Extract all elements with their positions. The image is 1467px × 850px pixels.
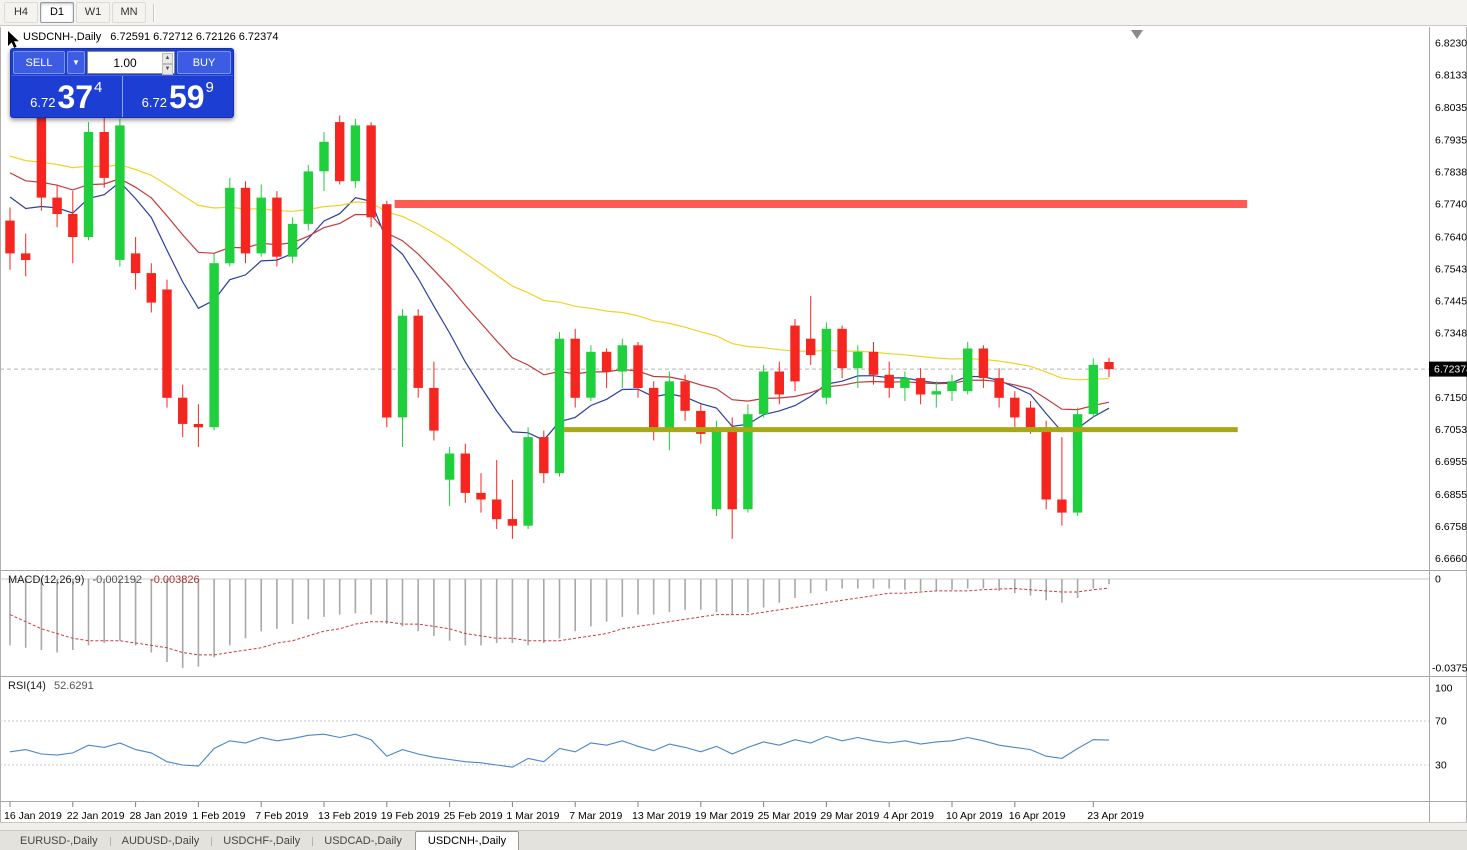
buy-price-pip: 9 [205,79,214,96]
svg-text:6.81330: 6.81330 [1435,70,1467,82]
buy-price-main: 59 [168,78,205,115]
macd-label: MACD(12,26,9) -0.002192 -0.003826 [8,574,200,586]
chevron-down-icon: ▼ [72,58,80,67]
timeframe-toolbar: H4 D1 W1 MN [0,0,1467,26]
chart-header: USDCNH-,Daily 6.72591 6.72712 6.72126 6.… [23,31,279,43]
svg-text:1 Mar 2019: 1 Mar 2019 [506,810,559,822]
timeframe-button-mn[interactable]: MN [112,2,146,23]
volume-input[interactable] [88,52,174,73]
buy-price-button[interactable]: 6.72 59 9 [123,76,234,117]
chart-symbol-label: USDCNH-,Daily [23,31,102,43]
svg-text:6.66605: 6.66605 [1435,553,1467,565]
rsi-levels [0,720,1429,766]
svg-text:30: 30 [1435,760,1447,772]
toolbar-separator [153,3,154,22]
timeframe-buttons: H4 D1 W1 MN [4,2,146,23]
macd-axis: 0 -0.037529 [1432,574,1467,675]
timeframe-button-h4[interactable]: H4 [4,2,38,23]
sell-price-pip: 4 [94,79,103,96]
svg-text:6.79355: 6.79355 [1435,135,1467,147]
chart-tab-usdcnh[interactable]: USDCNH-,Daily [414,831,520,850]
svg-text:6.74455: 6.74455 [1435,295,1467,307]
svg-text:6.73480: 6.73480 [1435,327,1467,339]
svg-text:6.82305: 6.82305 [1435,38,1467,50]
rsi-value: 52.6291 [53,680,94,692]
svg-text:6.68555: 6.68555 [1435,489,1467,501]
volume-spinner: ▲ ▼ [162,53,173,75]
svg-text:16 Jan 2019: 16 Jan 2019 [4,810,62,822]
macd-signal-value: -0.003826 [150,574,200,586]
sell-price-main: 37 [57,78,94,115]
svg-text:19 Feb 2019: 19 Feb 2019 [381,810,440,822]
svg-text:10 Apr 2019: 10 Apr 2019 [946,810,1003,822]
svg-text:100: 100 [1435,683,1453,695]
svg-text:6.77405: 6.77405 [1435,199,1467,211]
current-price-badge: 6.72374 [1429,361,1467,377]
volume-dropdown-button[interactable]: ▼ [67,51,85,74]
svg-text:25 Mar 2019: 25 Mar 2019 [758,810,817,822]
spinner-up-icon[interactable]: ▲ [162,53,173,64]
svg-text:7 Mar 2019: 7 Mar 2019 [569,810,622,822]
svg-text:6.80350: 6.80350 [1435,102,1467,114]
svg-text:28 Jan 2019: 28 Jan 2019 [130,810,188,822]
chart-tab-bar: EURUSD-,Daily AUDUSD-,Daily USDCHF-,Daily U… [0,831,1467,850]
svg-text:6.71505: 6.71505 [1435,392,1467,404]
macd-value: -0.002192 [92,574,143,586]
candlesticks [5,109,1114,539]
svg-text:6.72374: 6.72374 [1434,364,1467,376]
chart-tab-eurusd[interactable]: EURUSD-,Daily [20,835,98,847]
buy-button[interactable]: BUY [177,51,231,74]
mouse-cursor-icon [8,31,19,48]
chart-tab-usdchf[interactable]: USDCHF-,Daily [211,833,312,850]
rsi-axis: 100 70 30 [1435,683,1453,772]
svg-text:19 Mar 2019: 19 Mar 2019 [695,810,754,822]
svg-text:6.67580: 6.67580 [1435,521,1467,533]
svg-text:6.70530: 6.70530 [1435,424,1467,436]
svg-text:29 Mar 2019: 29 Mar 2019 [820,810,879,822]
sell-price-button[interactable]: 6.72 37 4 [11,76,123,117]
svg-text:16 Apr 2019: 16 Apr 2019 [1009,810,1066,822]
one-click-trading-panel: SELL ▼ ▲ ▼ BUY 6.72 37 4 6.72 59 9 [10,48,234,118]
horizontal-scrollbar[interactable] [0,822,1467,831]
macd-name: MACD(12,26,9) [8,574,85,586]
rsi-name: RSI(14) [8,680,46,692]
rsi-label: RSI(14) 52.6291 [8,680,94,692]
ma-slow-yellow [9,155,1110,381]
svg-text:6.69555: 6.69555 [1435,456,1467,468]
svg-text:23 Apr 2019: 23 Apr 2019 [1087,810,1144,822]
svg-text:0: 0 [1435,574,1441,586]
macd-signal-line [9,587,1110,656]
svg-text:1 Feb 2019: 1 Feb 2019 [192,810,245,822]
sell-button[interactable]: SELL [13,51,65,74]
svg-text:6.78380: 6.78380 [1435,167,1467,179]
rsi-line [9,733,1110,768]
sell-price-prefix: 6.72 [30,95,56,110]
spinner-down-icon[interactable]: ▼ [162,64,173,75]
svg-text:6.76405: 6.76405 [1435,231,1467,243]
svg-text:13 Feb 2019: 13 Feb 2019 [318,810,377,822]
svg-text:6.75430: 6.75430 [1435,263,1467,275]
chart-shift-marker-icon[interactable] [1131,30,1143,39]
chart-ohlc-values: 6.72591 6.72712 6.72126 6.72374 [110,31,279,43]
svg-text:-0.037529: -0.037529 [1432,663,1467,675]
svg-text:70: 70 [1435,716,1447,728]
svg-text:22 Jan 2019: 22 Jan 2019 [67,810,125,822]
svg-text:4 Apr 2019: 4 Apr 2019 [883,810,934,822]
volume-field-wrap: ▲ ▼ [87,51,175,75]
timeframe-button-w1[interactable]: W1 [76,2,110,23]
svg-text:25 Feb 2019: 25 Feb 2019 [444,810,503,822]
date-axis[interactable]: 16 Jan 2019 22 Jan 2019 28 Jan 2019 1 Feb 2… [4,802,1144,822]
svg-text:13 Mar 2019: 13 Mar 2019 [632,810,691,822]
timeframe-button-d1[interactable]: D1 [40,2,74,23]
chart-tab-audusd[interactable]: AUDUSD-,Daily [109,833,212,850]
macd-histogram [0,578,1429,668]
chart-tab-usdcad[interactable]: USDCAD-,Daily [312,833,414,850]
buy-price-prefix: 6.72 [141,95,167,110]
price-axis[interactable]: 6.82305 6.81330 6.80350 6.79355 6.78380 6.774… [1435,38,1467,565]
svg-text:7 Feb 2019: 7 Feb 2019 [255,810,308,822]
